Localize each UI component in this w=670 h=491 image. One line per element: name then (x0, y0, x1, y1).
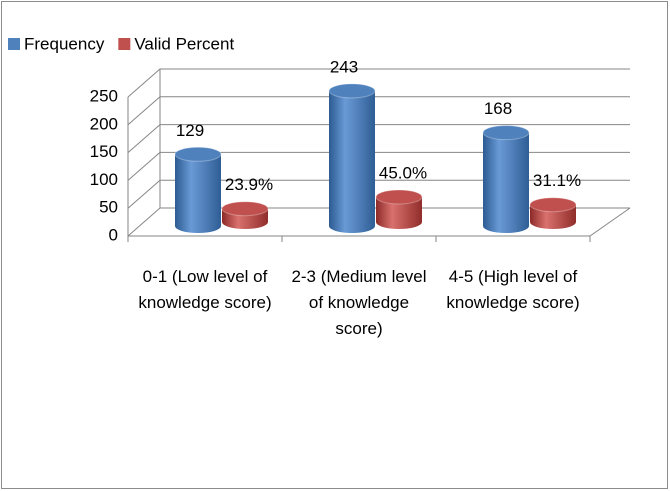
data-label: 243 (330, 57, 358, 76)
grid-line (127, 68, 630, 98)
bar-top (482, 125, 530, 141)
legend-swatch (118, 38, 131, 50)
bar-top (328, 83, 376, 99)
x-tick-label: 2-3 (Medium level of knowledge score) (291, 267, 427, 338)
grid-line (127, 124, 630, 153)
data-label: 31.1% (533, 171, 581, 190)
bar (329, 90, 375, 226)
data-label: 129 (176, 121, 204, 140)
grid-line (127, 179, 630, 209)
data-label: 168 (484, 99, 512, 118)
bar-top (221, 201, 269, 217)
y-tick-label: 150 (90, 142, 118, 161)
y-tick-label: 50 (99, 198, 118, 217)
bar (175, 154, 221, 226)
y-tick-label: 200 (90, 114, 118, 133)
legend-label: Valid Percent (134, 34, 234, 53)
bar-top (174, 146, 222, 162)
x-tick-label: 4-5 (High level of knowledge score) (446, 267, 580, 312)
bar-top (529, 197, 577, 213)
x-tick-label: 0-1 (Low level of knowledge score) (138, 267, 272, 312)
bar (483, 132, 529, 226)
y-tick-label: 0 (109, 225, 118, 244)
grid-line (127, 207, 630, 237)
y-tick-label: 100 (90, 170, 118, 189)
data-label: 23.9% (225, 175, 273, 194)
grid-line (127, 151, 630, 181)
grid-line (127, 96, 630, 126)
y-tick-label: 250 (90, 86, 118, 105)
bar-top (375, 189, 423, 205)
data-label: 45.0% (379, 163, 427, 182)
legend-swatch (8, 38, 20, 50)
legend-label: Frequency (24, 34, 105, 53)
